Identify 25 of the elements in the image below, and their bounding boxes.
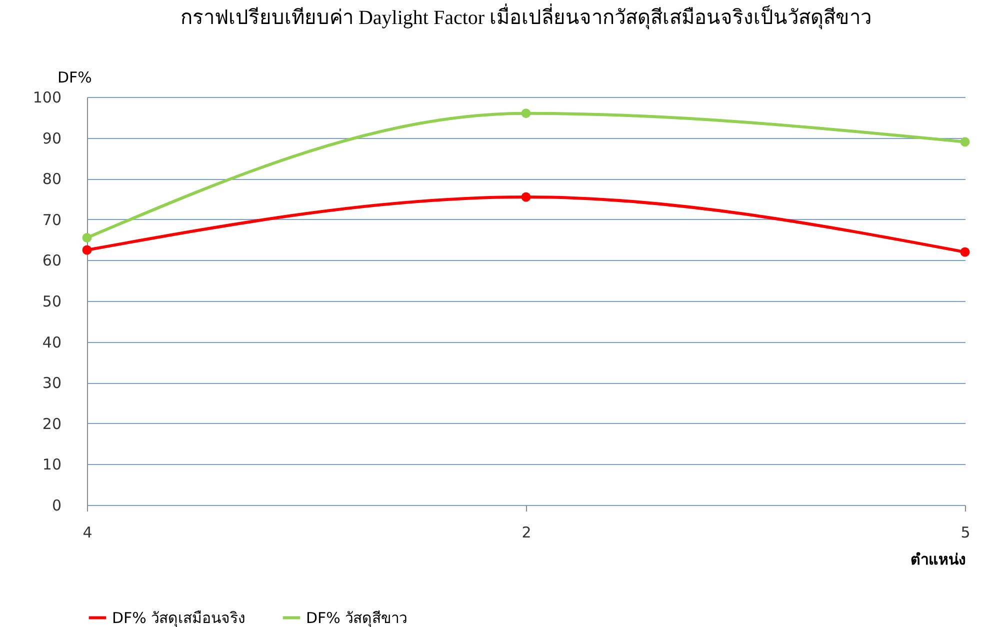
- point: [960, 137, 970, 147]
- y-tick-label: 20: [42, 414, 62, 433]
- y-tick-label: 10: [42, 456, 62, 474]
- y-axis-title: DF%: [58, 68, 92, 86]
- point: [82, 245, 92, 255]
- x-tick-label: 5: [960, 524, 970, 542]
- y-tick-label: 40: [42, 333, 62, 352]
- point: [521, 108, 531, 118]
- y-tick-label: 60: [42, 252, 62, 270]
- x-tick-label: 2: [522, 524, 532, 542]
- y-tick-label: 30: [42, 374, 62, 392]
- y-tick-label: 70: [42, 210, 62, 229]
- x-axis-title: ตำแหน่ง: [910, 550, 966, 568]
- point: [82, 233, 92, 242]
- chart-title: กราฟเปรียบเทียบค่า Daylight Factor เมื่อเปลี่ยนจากวัสดุสีเสมือนจริงเป็นวัสดุสีขาว: [180, 3, 872, 30]
- point: [521, 192, 531, 202]
- x-tick-label: 4: [82, 524, 92, 542]
- y-tick-label: 80: [42, 170, 62, 188]
- y-tick-label: 100: [32, 88, 62, 106]
- y-tick-label: 90: [42, 129, 62, 148]
- legend-label: DF% วัสดุสีขาว: [306, 608, 408, 627]
- point: [960, 247, 970, 257]
- legend-label: DF% วัสดุเสมือนจริง: [112, 608, 246, 627]
- y-tick-label: 50: [42, 292, 62, 310]
- y-tick-label: 0: [52, 496, 62, 514]
